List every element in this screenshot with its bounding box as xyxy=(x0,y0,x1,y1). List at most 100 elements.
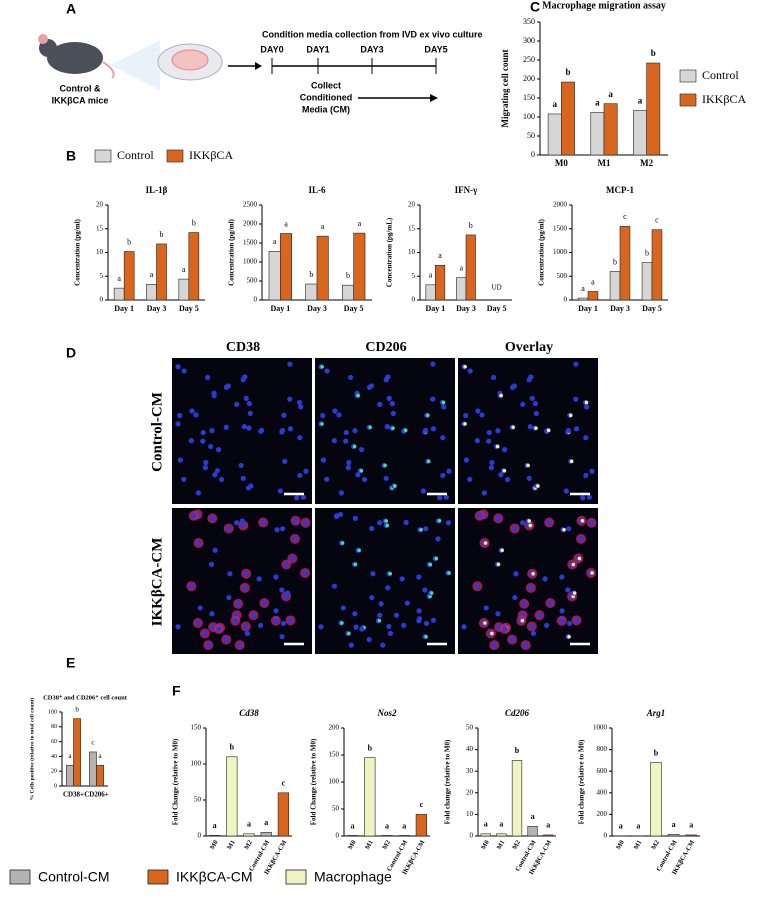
bar xyxy=(480,833,491,837)
nucleus xyxy=(212,472,218,478)
chart-title: Nos2 xyxy=(376,708,397,718)
nucleus xyxy=(203,459,209,466)
nucleus xyxy=(241,424,247,430)
significance-letter: c xyxy=(91,739,94,747)
nucleus xyxy=(509,637,515,643)
row-header: Control-CM xyxy=(149,392,165,472)
significance-letter: a xyxy=(499,820,503,829)
nucleus xyxy=(212,547,218,553)
nucleus xyxy=(544,622,550,628)
x-tick-label: M0 xyxy=(555,158,568,168)
cell-green xyxy=(320,422,324,426)
nucleus xyxy=(195,540,202,546)
nucleus xyxy=(287,426,294,432)
bar xyxy=(280,233,293,301)
bar xyxy=(89,751,97,787)
y-axis-label: Fold change (relative to M0) xyxy=(578,739,586,824)
nucleus xyxy=(181,476,187,482)
significance-letter: b xyxy=(469,221,473,230)
x-tick-label: Day 1 xyxy=(578,304,598,313)
nucleus xyxy=(502,626,508,632)
nucleus xyxy=(401,622,407,628)
nucleus xyxy=(195,620,201,626)
x-tick-label: CD38+ xyxy=(63,791,84,799)
legend-label: Control xyxy=(117,148,154,162)
nucleus xyxy=(294,495,300,501)
chart-title: IL-1β xyxy=(146,185,168,195)
annotation: UD xyxy=(492,284,502,292)
nucleus xyxy=(223,424,229,430)
nucleus xyxy=(302,520,309,526)
legend-swatch xyxy=(679,69,697,83)
nucleus xyxy=(191,513,197,519)
y-tick-label: 60 xyxy=(51,739,57,745)
y-axis-label: Concentration (pg/ml) xyxy=(538,218,546,285)
bar xyxy=(609,271,621,301)
y-tick-label: 30 xyxy=(466,767,474,775)
nucleus xyxy=(331,583,338,589)
nucleus xyxy=(296,399,303,406)
cell-green xyxy=(502,468,507,473)
bar xyxy=(381,835,393,837)
cell-green xyxy=(434,556,439,561)
nucleus xyxy=(523,642,529,648)
nucleus xyxy=(474,583,481,589)
cell-green xyxy=(567,634,571,639)
cell-green xyxy=(577,556,582,561)
bar xyxy=(641,262,653,301)
nucleus xyxy=(386,623,392,630)
nucleus xyxy=(246,425,252,431)
nucleus xyxy=(490,374,497,381)
day-label: DAY1 xyxy=(306,44,329,54)
nucleus xyxy=(526,377,532,383)
nucleus xyxy=(318,624,324,630)
nucleus xyxy=(416,574,422,580)
legend-label: Control-CM xyxy=(38,869,110,885)
significance-letter: a xyxy=(402,821,406,830)
nucleus xyxy=(479,412,485,418)
y-tick-label: 1000 xyxy=(593,724,608,732)
nucleus xyxy=(250,612,257,618)
nucleus xyxy=(383,475,389,481)
nucleus xyxy=(422,587,428,593)
nucleus xyxy=(559,618,565,624)
nucleus xyxy=(477,513,483,519)
nucleus xyxy=(495,611,501,617)
y-tick-label: 20 xyxy=(408,201,416,209)
significance-letter: a xyxy=(68,752,72,760)
nucleus xyxy=(279,427,286,434)
bar xyxy=(425,284,436,301)
nucleus xyxy=(520,401,526,407)
nucleus xyxy=(353,624,359,630)
bar xyxy=(268,251,281,301)
nucleus xyxy=(188,438,194,444)
bar xyxy=(316,235,329,301)
nucleus xyxy=(300,494,306,500)
nucleus xyxy=(578,536,584,542)
nucleus xyxy=(559,574,565,580)
cell-green xyxy=(359,468,364,473)
nucleus xyxy=(467,368,473,374)
cell-green xyxy=(393,484,397,488)
nucleus xyxy=(208,561,215,567)
x-tick-label: M2 xyxy=(640,158,653,168)
nucleus xyxy=(280,526,286,532)
bar xyxy=(415,814,428,837)
bar xyxy=(650,762,662,837)
nucleus xyxy=(511,383,518,389)
significance-letter: a xyxy=(150,270,154,279)
legend-swatch xyxy=(166,149,184,163)
x-tick-label: Day 1 xyxy=(425,304,445,313)
x-tick-label: M2 xyxy=(381,839,392,851)
nucleus xyxy=(446,468,452,474)
bar xyxy=(364,757,376,837)
nucleus xyxy=(422,427,429,434)
nucleus xyxy=(443,494,449,500)
nucleus xyxy=(234,520,240,526)
y-axis-label: Migrating cell count xyxy=(500,50,510,128)
chart-title: Arg1 xyxy=(646,708,666,718)
y-tick-label: 100 xyxy=(523,112,535,121)
chart-title: Cd206 xyxy=(505,708,530,718)
bar xyxy=(456,277,467,301)
nucleus xyxy=(202,465,208,471)
